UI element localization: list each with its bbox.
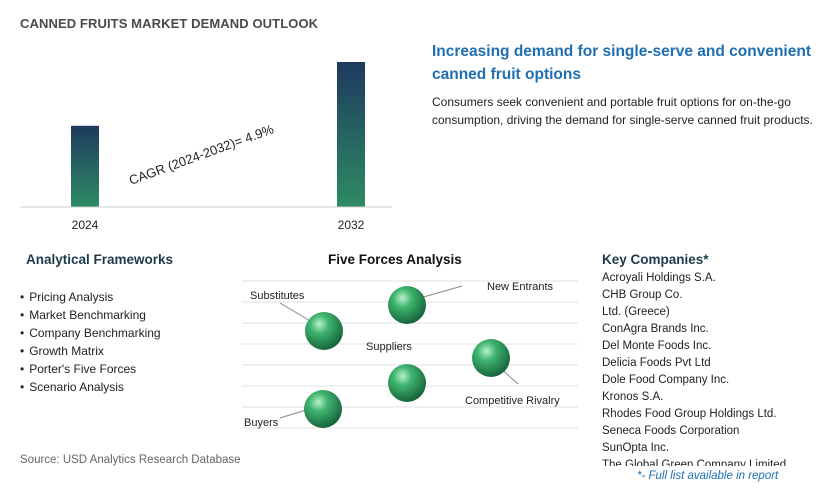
new-entrants-sphere-icon xyxy=(388,286,426,324)
list-item: Rhodes Food Group Holdings Ltd. xyxy=(602,408,777,420)
chart-title: CANNED FRUITS MARKET DEMAND OUTLOOK xyxy=(20,16,319,31)
new-entrants-label: New Entrants xyxy=(487,281,554,293)
suppliers-sphere-icon xyxy=(388,364,426,402)
list-item: Porter's Five Forces xyxy=(20,360,161,378)
list-item: Scenario Analysis xyxy=(20,378,161,396)
list-item: Delicia Foods Pvt Ltd xyxy=(602,357,711,369)
bar-2024 xyxy=(71,125,99,207)
key-companies-title: Key Companies* xyxy=(602,252,709,267)
list-item: Acroyali Holdings S.A. xyxy=(602,272,716,284)
frameworks-list: Pricing Analysis Market Benchmarking Com… xyxy=(20,288,161,396)
headline-description: Consumers seek convenient and portable f… xyxy=(432,95,813,127)
key-companies-scroll[interactable]: Acroyali Holdings S.A. CHB Group Co. Ltd… xyxy=(600,270,800,466)
list-item: Growth Matrix xyxy=(20,342,161,360)
full-list-note: *- Full list available in report xyxy=(637,470,779,482)
headline: Increasing demand for single-serve and c… xyxy=(432,43,811,83)
list-item: Company Benchmarking xyxy=(20,324,160,342)
bar-chart: 2024 2032 CAGR (2024-2032)= 4.9% xyxy=(20,62,392,232)
substitutes-label: Substitutes xyxy=(250,290,305,302)
list-item: ConAgra Brands Inc. xyxy=(602,323,709,335)
competitive-rivalry-sphere-icon xyxy=(472,339,510,377)
x-tick-label: 2032 xyxy=(338,218,365,232)
list-item: Dole Food Company Inc. xyxy=(602,374,730,386)
list-item: Seneca Foods Corporation xyxy=(602,425,740,437)
substitutes-sphere-icon xyxy=(305,312,343,350)
list-item: Ltd. (Greece) xyxy=(602,306,670,318)
list-item: Market Benchmarking xyxy=(20,306,161,324)
five-forces-diagram: Substitutes New Entrants Suppliers Compe… xyxy=(242,280,578,429)
list-item: The Global Green Company Limited xyxy=(602,459,787,466)
x-tick-label: 2024 xyxy=(72,218,99,232)
list-item: SunOpta Inc. xyxy=(602,442,670,454)
list-item: Pricing Analysis xyxy=(20,288,161,306)
bar-2032 xyxy=(337,62,365,207)
buyers-label: Buyers xyxy=(244,417,279,429)
suppliers-label: Suppliers xyxy=(366,341,412,353)
list-item: CHB Group Co. xyxy=(602,289,683,301)
frameworks-title: Analytical Frameworks xyxy=(26,252,174,267)
key-companies-list: Acroyali Holdings S.A. CHB Group Co. Ltd… xyxy=(600,270,800,466)
list-item: Kronos S.A. xyxy=(602,391,664,403)
competitive-rivalry-label: Competitive Rivalry xyxy=(465,395,560,407)
buyers-sphere-icon xyxy=(304,390,342,428)
list-item: Del Monte Foods Inc. xyxy=(602,340,712,352)
source-note: Source: USD Analytics Research Database xyxy=(20,454,241,466)
five-forces-title: Five Forces Analysis xyxy=(328,252,462,267)
